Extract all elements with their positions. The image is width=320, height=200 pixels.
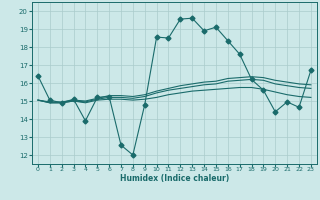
X-axis label: Humidex (Indice chaleur): Humidex (Indice chaleur) — [120, 174, 229, 183]
